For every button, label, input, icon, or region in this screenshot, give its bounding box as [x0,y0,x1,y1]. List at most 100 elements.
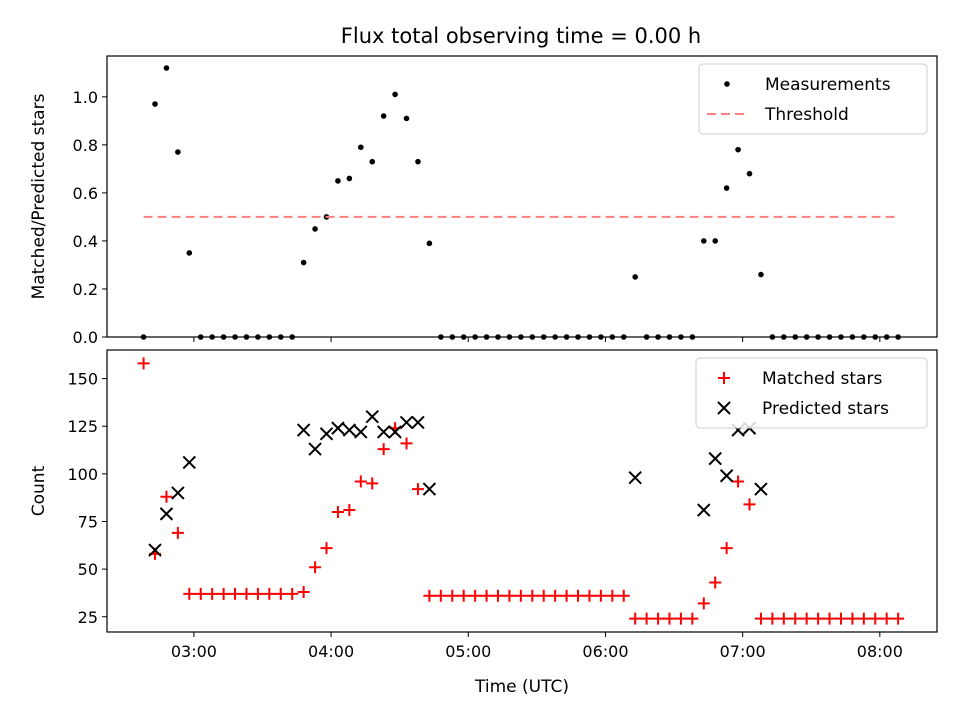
measurement-point [243,334,250,340]
measurement-point [838,334,844,340]
y-tick-label: 25 [78,608,98,627]
measurement-point [643,334,650,340]
measurement-point [495,334,501,340]
matched-star-marker [514,589,527,602]
matched-star-marker [812,612,825,625]
matched-star-marker [674,612,687,625]
measurement-point [723,185,730,191]
matched-star-marker [229,587,242,600]
matched-star-marker [423,589,436,602]
chart-title: Flux total observing time = 0.00 h [341,24,701,48]
matched-star-marker [720,542,733,555]
matched-star-marker [411,483,424,496]
x-tick-label: 05:00 [445,642,491,661]
measurement-point [380,113,387,119]
matched-star-marker [526,589,539,602]
measurement-point [415,158,421,165]
x-axis-label: Time (UTC) [474,677,569,697]
measurement-point [346,175,353,182]
series-matched-stars [137,357,905,625]
legend: Matched stars Predicted stars [695,357,928,429]
predicted-star-marker [159,507,174,521]
predicted-star-marker [422,482,437,496]
measurement-point [792,334,799,340]
y-tick-label: 0.4 [73,232,98,251]
measurement-point [575,334,581,340]
measurement-point [186,250,193,256]
predicted-star-marker [697,503,711,517]
measurement-point [506,334,513,340]
matched-star-marker [549,589,562,602]
measurement-point [849,334,856,340]
y-tick-label: 50 [78,560,98,579]
measurement-point [472,334,478,340]
x-tick-label: 06:00 [582,642,628,661]
measurement-point [529,334,536,340]
measurement-point [895,334,901,340]
measurement-point [872,334,879,340]
matched-star-marker [892,612,905,625]
matched-star-marker [652,612,665,625]
matched-star-marker [457,589,470,602]
y-tick-label: 150 [67,370,98,389]
measurement-point [426,240,433,247]
measurement-point [826,334,833,340]
matched-star-marker [274,587,287,600]
matched-star-marker [789,612,802,625]
measurement-point [861,334,867,340]
matched-star-marker [503,589,516,602]
predicted-star-marker [296,423,311,437]
measurement-point [358,144,364,151]
measurement-point [769,334,776,340]
matched-star-marker [469,589,482,602]
measurement-point [152,101,158,107]
matched-star-marker [240,587,253,600]
matched-star-marker [857,612,870,625]
measurement-point [586,334,593,340]
matched-star-marker [343,504,356,517]
matched-star-marker [171,526,184,539]
measurement-point [689,334,696,340]
x-tick-label: 07:00 [720,642,766,661]
predicted-star-marker [308,442,322,456]
measurement-point [655,334,661,340]
measurement-point [232,334,238,340]
matched-star-marker [537,589,550,602]
legend: Measurements Threshold [698,63,928,135]
legend-label: Measurements [765,75,891,95]
measurement-point [666,334,673,340]
y-tick-label: 0.0 [73,328,98,347]
matched-star-marker [800,612,813,625]
matched-star-marker [217,587,230,600]
matched-star-marker [320,542,333,555]
x-tick-label: 03:00 [171,642,217,661]
matched-star-marker [560,589,573,602]
matched-star-marker [766,612,779,625]
matched-star-marker [606,589,619,602]
matched-star-marker [377,443,390,456]
matched-star-marker [366,477,379,490]
matched-star-marker [823,612,836,625]
measurement-point [277,334,284,340]
y-tick-label: 0.6 [73,184,98,203]
matched-star-marker [400,437,413,450]
measurement-point [197,334,204,340]
axes-frame [106,349,938,633]
matched-star-marker [869,612,882,625]
measurement-point [758,271,764,278]
predicted-star-marker [354,425,368,439]
matched-star-marker [743,498,756,511]
measurement-point [632,274,638,280]
measurement-point [609,334,616,340]
matched-star-marker [446,589,459,602]
measurement-point [449,334,456,340]
matched-star-marker [160,490,173,503]
measurement-point [403,115,410,122]
measurement-point [700,238,707,244]
predicted-star-marker [719,469,734,483]
matched-star-marker [251,587,264,600]
measurement-point [175,149,181,155]
predicted-star-marker [148,543,162,557]
predicted-star-marker [171,486,185,500]
